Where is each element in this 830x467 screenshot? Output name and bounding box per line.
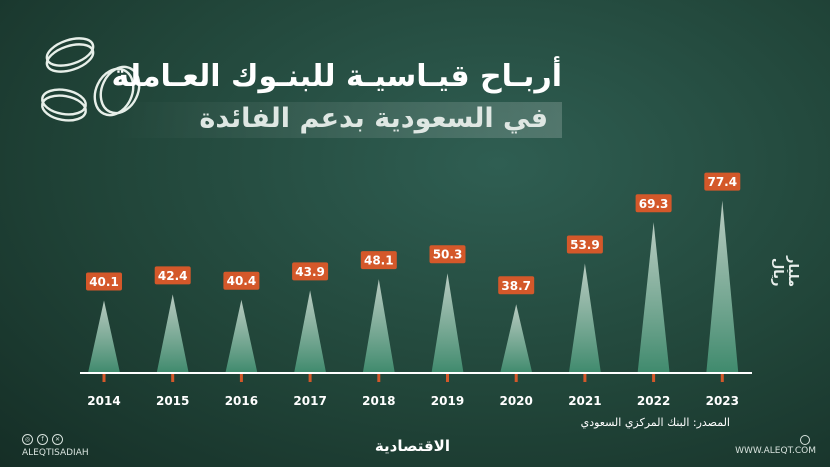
bar-2022 — [637, 222, 670, 373]
coins-icon — [41, 37, 141, 122]
data-label: 38.7 — [498, 276, 535, 295]
y-axis-label: مليار ريال — [770, 256, 800, 288]
x-tick-label: 2022 — [637, 394, 670, 408]
data-label: 77.4 — [704, 172, 741, 191]
source-note: المصدر: البنك المركزي السعودي — [580, 416, 730, 429]
website[interactable]: WWW.ALEQT.COM — [735, 446, 816, 456]
data-label: 48.1 — [360, 251, 397, 270]
svg-text:50.3: 50.3 — [433, 248, 463, 262]
svg-text:40.4: 40.4 — [227, 274, 257, 288]
x-tick-label: 2014 — [87, 394, 120, 408]
chart-title: أربـاح قيـاسيـة للبنـوك العـاملة — [111, 59, 562, 94]
x-tick-label: 2018 — [362, 394, 395, 408]
bar-2018 — [362, 279, 395, 373]
instagram-icon[interactable]: ◎ — [22, 434, 33, 445]
svg-text:40.1: 40.1 — [89, 275, 119, 289]
brand-logo: الاقتصادية — [374, 437, 450, 455]
x-tick-mark — [239, 374, 243, 382]
bar-2023 — [706, 200, 739, 373]
bar-2016 — [225, 299, 258, 373]
data-label: 40.1 — [86, 272, 122, 291]
data-label: 69.3 — [635, 194, 672, 213]
social-block: ◎ f ✕ ALEQTISADIAH — [22, 434, 89, 458]
data-label: 43.9 — [292, 262, 329, 281]
title-block: أربـاح قيـاسيـة للبنـوك العـاملة في السع… — [111, 58, 562, 138]
x-icon[interactable]: ✕ — [52, 434, 63, 445]
data-label: 40.4 — [223, 271, 260, 290]
x-tick-mark — [720, 374, 724, 382]
web-icon[interactable] — [800, 435, 810, 445]
social-handle: ALEQTISADIAH — [22, 448, 89, 458]
x-tick-label: 2019 — [431, 394, 464, 408]
bar-2020 — [500, 304, 533, 373]
data-label: 53.9 — [566, 235, 603, 254]
svg-text:43.9: 43.9 — [295, 265, 325, 279]
svg-text:53.9: 53.9 — [570, 238, 600, 252]
data-label: 50.3 — [429, 245, 466, 264]
x-tick-mark — [514, 374, 518, 382]
x-tick-label: 2023 — [706, 394, 739, 408]
x-tick-label: 2021 — [568, 394, 601, 408]
chart-subtitle: في السعودية بدعم الفائدة — [111, 102, 562, 138]
x-tick-mark — [102, 374, 106, 382]
svg-text:77.4: 77.4 — [707, 175, 737, 189]
x-tick-label: 2020 — [499, 394, 532, 408]
x-tick-label: 2017 — [293, 394, 326, 408]
bar-2017 — [294, 290, 327, 373]
x-tick-mark — [171, 374, 175, 382]
data-label: 42.4 — [154, 266, 191, 285]
facebook-icon[interactable]: f — [37, 434, 48, 445]
bar-2015 — [156, 294, 189, 373]
bar-2019 — [431, 273, 464, 373]
x-tick-mark — [446, 374, 449, 382]
svg-text:42.4: 42.4 — [158, 269, 188, 283]
x-tick-mark — [308, 374, 312, 382]
x-tick-mark — [377, 374, 381, 382]
svg-text:69.3: 69.3 — [639, 197, 669, 211]
bar-2014 — [88, 300, 120, 373]
x-tick-mark — [583, 374, 587, 382]
svg-text:38.7: 38.7 — [501, 279, 531, 293]
bar-2021 — [568, 263, 601, 373]
x-tick-label: 2016 — [225, 394, 258, 408]
x-tick-label: 2015 — [156, 394, 189, 408]
x-tick-mark — [652, 374, 656, 382]
svg-text:48.1: 48.1 — [364, 254, 394, 268]
